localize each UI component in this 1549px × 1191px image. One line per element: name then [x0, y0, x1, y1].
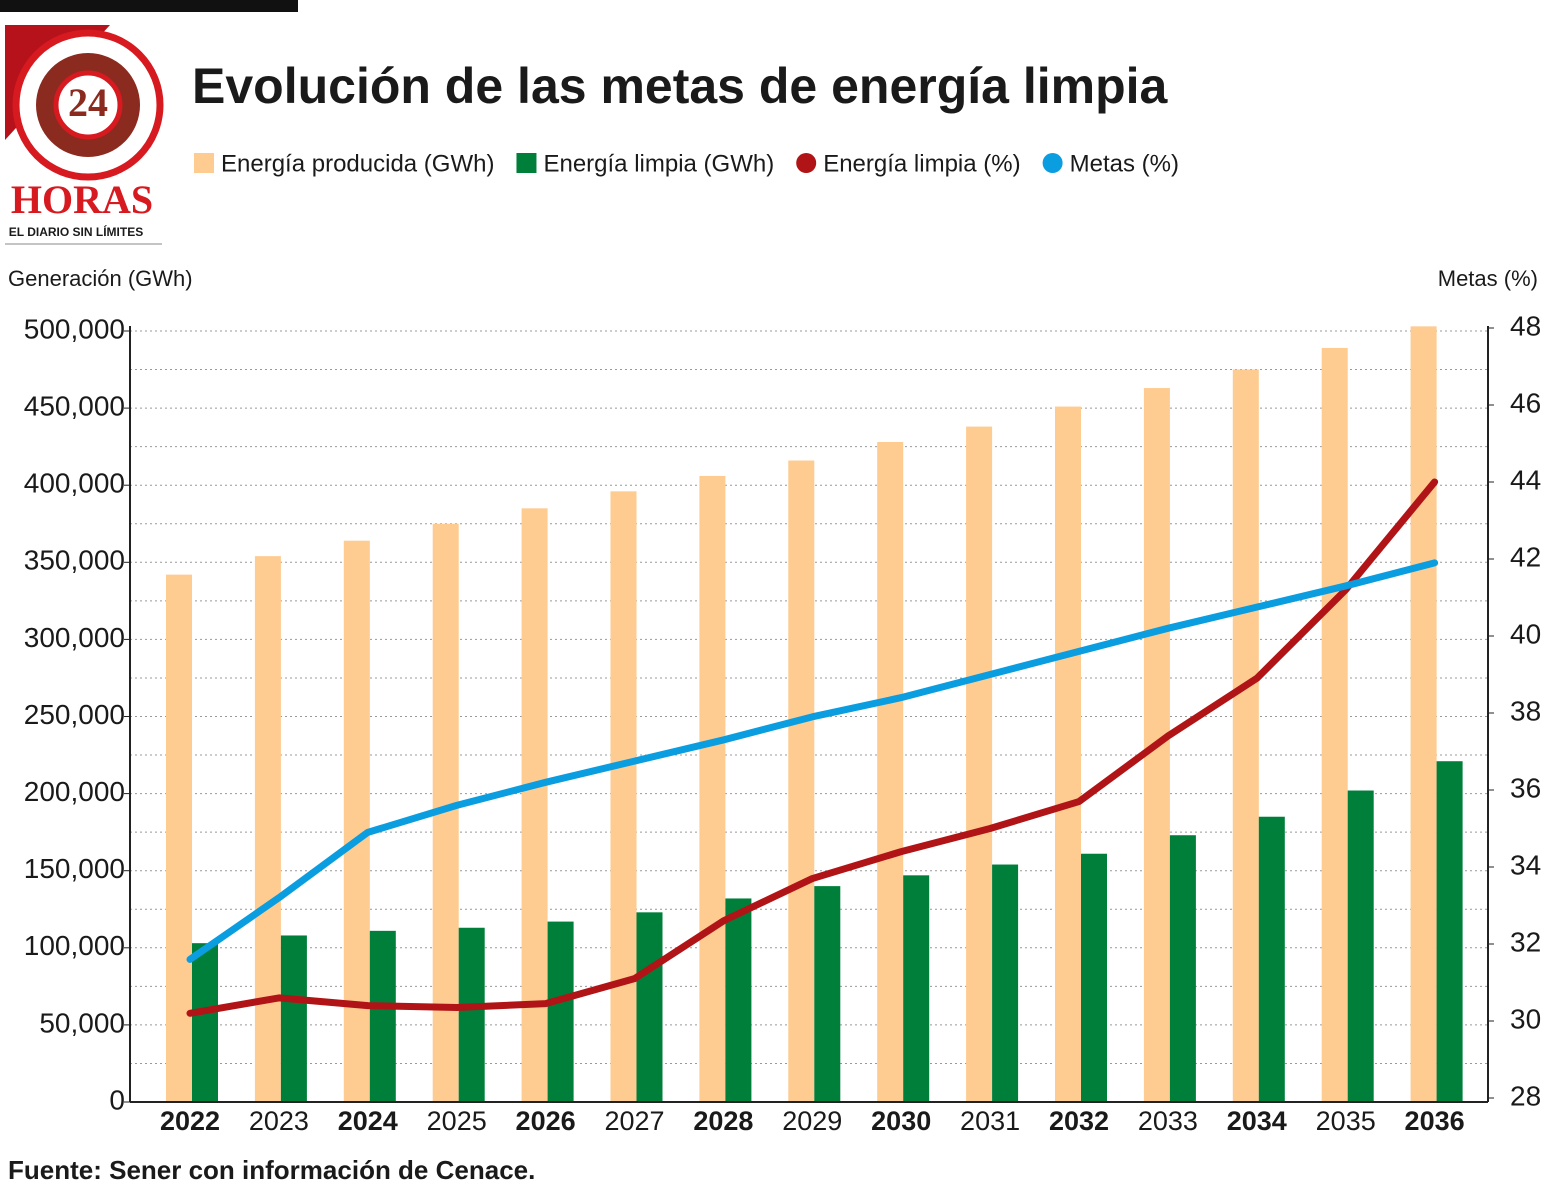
x-tick-label: 2028	[693, 1106, 753, 1136]
bar	[610, 491, 637, 1102]
legend-label: Metas (%)	[1070, 150, 1179, 177]
y2-tick-label: 30	[1510, 1003, 1541, 1034]
bar	[992, 864, 1019, 1102]
bar	[814, 886, 841, 1102]
bar	[903, 875, 930, 1102]
y-axis-label: Generación (GWh)	[8, 266, 193, 291]
top-bar	[0, 0, 298, 12]
bar	[699, 475, 726, 1102]
bar	[1410, 326, 1437, 1102]
legend-label: Energía limpia (%)	[823, 150, 1020, 177]
x-tick-label: 2032	[1049, 1106, 1109, 1136]
y-tick-label: 50,000	[39, 1007, 125, 1038]
y-tick-label: 350,000	[24, 545, 125, 576]
y2-tick-label: 46	[1510, 387, 1541, 418]
x-tick-label: 2027	[604, 1106, 664, 1136]
line-series	[186, 559, 1439, 963]
y-tick-label: 100,000	[24, 930, 125, 961]
bar	[725, 898, 752, 1102]
source: Fuente: Sener con información de Cenace.	[8, 1155, 535, 1185]
y-tick-label: 400,000	[24, 468, 125, 499]
x-tick-label: 2035	[1316, 1106, 1376, 1136]
x-tick-label: 2022	[160, 1106, 220, 1136]
legend-label: Energía producida (GWh)	[221, 150, 494, 177]
y-tick-label: 500,000	[24, 313, 125, 344]
y2-tick-label: 40	[1510, 618, 1541, 649]
bar	[166, 574, 192, 1102]
bar	[1055, 406, 1081, 1103]
bar	[636, 912, 663, 1102]
bar	[192, 943, 218, 1102]
bar	[547, 921, 574, 1102]
x-tick-label: 2026	[516, 1106, 576, 1136]
y2-tick-label: 48	[1510, 310, 1541, 341]
logo-badge	[53, 70, 123, 140]
y-tick-label: 0	[109, 1084, 125, 1115]
bar	[877, 442, 904, 1102]
y-tick-label: 450,000	[24, 390, 125, 421]
x-tick-label: 2025	[427, 1106, 487, 1136]
y2-tick-label: 32	[1510, 926, 1541, 957]
x-tick-label: 2034	[1227, 1106, 1287, 1136]
legend-swatch	[1042, 153, 1063, 173]
y2-tick-label: 44	[1510, 464, 1541, 495]
chart-title: Evolución de las metas de energía limpia	[192, 58, 1169, 114]
bar	[369, 930, 396, 1102]
y2-tick-label: 42	[1510, 541, 1541, 572]
y-tick-label: 250,000	[24, 699, 125, 730]
bar	[521, 508, 548, 1103]
x-tick-label: 2024	[338, 1106, 398, 1136]
line-series	[186, 478, 1439, 1017]
x-tick-label: 2033	[1138, 1106, 1198, 1136]
y2-tick-label: 34	[1510, 849, 1541, 880]
y2-tick-label: 28	[1510, 1080, 1541, 1111]
legend-swatch	[796, 153, 817, 173]
x-tick-label: 2029	[782, 1106, 842, 1136]
y2-axis-label: Metas (%)	[1438, 266, 1538, 291]
legend-label: Energía limpia (GWh)	[543, 150, 774, 177]
x-tick-label: 2023	[249, 1106, 309, 1136]
bar	[1081, 853, 1107, 1102]
logo: 24 HORAS EL DIARIO SIN LÍMITES	[5, 25, 164, 245]
bar	[1258, 816, 1285, 1102]
bar	[788, 460, 815, 1102]
legend-swatch	[194, 153, 214, 173]
y-tick-label: 150,000	[24, 853, 125, 884]
bar	[280, 935, 307, 1102]
logo-name: HORAS	[11, 177, 153, 222]
x-tick-label: 2031	[960, 1106, 1020, 1136]
bar	[1169, 835, 1196, 1102]
bar	[1347, 790, 1374, 1102]
bar	[343, 540, 370, 1102]
y-tick-label: 300,000	[24, 622, 125, 653]
bar	[1321, 347, 1348, 1102]
bar	[966, 426, 993, 1102]
bar	[1232, 369, 1259, 1102]
bar	[254, 556, 281, 1102]
y-tick-label: 200,000	[24, 776, 125, 807]
y2-tick-label: 36	[1510, 772, 1541, 803]
logo-number: 24	[68, 80, 108, 125]
legend-swatch	[516, 153, 537, 173]
x-tick-label: 2036	[1405, 1106, 1465, 1136]
bar	[1436, 761, 1463, 1102]
x-tick-label: 2030	[871, 1106, 931, 1136]
logo-tagline: EL DIARIO SIN LÍMITES	[9, 224, 143, 239]
y2-tick-label: 38	[1510, 695, 1541, 726]
bar	[458, 927, 485, 1102]
